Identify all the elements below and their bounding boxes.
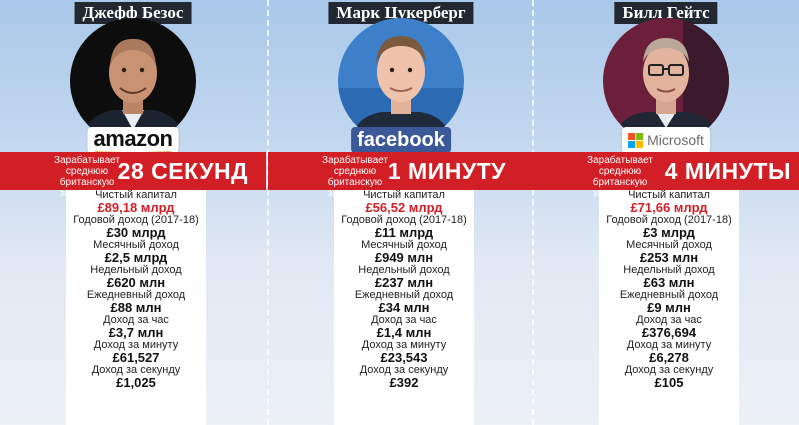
column-divider bbox=[267, 0, 269, 425]
stat-value: £56,52 млрд bbox=[365, 200, 443, 215]
portrait-photo bbox=[603, 18, 729, 144]
stat-item: Годовой доход (2017-18) £30 млрд bbox=[66, 214, 206, 240]
microsoft-logo: Microsoft bbox=[622, 127, 710, 153]
earning-time: 4 МИНУТЫ bbox=[664, 158, 791, 184]
stat-value: £949 млн bbox=[374, 250, 434, 265]
stat-item: Чистый капитал £56,52 млрд bbox=[334, 189, 474, 215]
stat-label: Ежедневный доход bbox=[86, 289, 186, 301]
earning-band: Зарабатывает среднюю британскую зарплату… bbox=[268, 152, 534, 199]
stat-label: Чистый капитал bbox=[95, 189, 177, 201]
person-name: Джефф Безос bbox=[74, 2, 192, 24]
stat-label: Ежедневный доход bbox=[619, 289, 719, 301]
stat-value: £3 млрд bbox=[643, 225, 695, 240]
stat-item: Ежедневный доход £9 млн bbox=[599, 289, 739, 315]
facebook-logo: facebook bbox=[351, 127, 451, 153]
stat-value: £105 bbox=[654, 375, 684, 390]
stat-value: £237 млн bbox=[374, 275, 434, 290]
stat-value: £71,66 млрд bbox=[630, 200, 708, 215]
stat-label: Доход за секунду bbox=[624, 364, 714, 376]
stat-item: Доход за минуту £61,527 bbox=[66, 339, 206, 365]
stat-value: £392 bbox=[389, 375, 419, 390]
stat-item: Доход за час £376,694 bbox=[599, 314, 739, 340]
stat-item: Месячный доход £2,5 млрд bbox=[66, 239, 206, 265]
earning-time: 1 МИНУТУ bbox=[387, 158, 506, 184]
stat-item: Доход за час £1,4 млн bbox=[334, 314, 474, 340]
stat-value: £1,4 млн bbox=[376, 325, 432, 340]
stat-item: Ежедневный доход £88 млн bbox=[66, 289, 206, 315]
stats-list: Чистый капитал £56,52 млрд Годовой доход … bbox=[334, 189, 474, 425]
stat-label: Доход за минуту bbox=[626, 339, 712, 351]
stat-value: £23,543 bbox=[380, 350, 428, 365]
stat-label: Недельный доход bbox=[358, 264, 450, 276]
stat-item: Чистый капитал £71,66 млрд bbox=[599, 189, 739, 215]
stat-item: Годовой доход (2017-18) £3 млрд bbox=[599, 214, 739, 240]
stat-item: Доход за минуту £6,278 bbox=[599, 339, 739, 365]
stat-label: Доход за час bbox=[371, 314, 437, 326]
stat-item: Месячный доход £949 млн bbox=[334, 239, 474, 265]
stat-item: Ежедневный доход £34 млн bbox=[334, 289, 474, 315]
stat-label: Годовой доход (2017-18) bbox=[606, 214, 732, 226]
stat-label: Доход за секунду bbox=[359, 364, 449, 376]
earning-time: 28 СЕКУНД bbox=[117, 158, 248, 184]
stat-label: Доход за час bbox=[103, 314, 169, 326]
person-name: Билл Гейтс bbox=[614, 2, 718, 24]
person-name: Марк Цукерберг bbox=[328, 2, 474, 24]
stat-value: £88 млн bbox=[110, 300, 162, 315]
stat-label: Месячный доход bbox=[93, 239, 179, 251]
portrait-photo bbox=[70, 18, 196, 144]
stat-value: £6,278 bbox=[649, 350, 689, 365]
stat-value: £1,025 bbox=[116, 375, 156, 390]
stat-label: Доход за минуту bbox=[361, 339, 447, 351]
stat-value: £30 млрд bbox=[106, 225, 166, 240]
stat-label: Недельный доход bbox=[90, 264, 182, 276]
microsoft-windows-icon bbox=[628, 132, 644, 148]
amazon-logo: amazon bbox=[87, 126, 179, 154]
stat-label: Чистый капитал bbox=[363, 189, 445, 201]
stat-item: Недельный доход £620 млн bbox=[66, 264, 206, 290]
stat-label: Доход за час bbox=[636, 314, 702, 326]
column-divider bbox=[532, 0, 534, 425]
stat-label: Ежедневный доход bbox=[354, 289, 454, 301]
earning-band: Зарабатывает среднюю британскую зарплату… bbox=[0, 152, 266, 199]
person-column-gates: Билл Гейтс Microsoft bbox=[533, 0, 799, 425]
portrait-photo bbox=[338, 18, 464, 144]
stat-item: Недельный доход £237 млн bbox=[334, 264, 474, 290]
stat-item: Месячный доход £253 млн bbox=[599, 239, 739, 265]
stat-item: Недельный доход £63 млн bbox=[599, 264, 739, 290]
stat-label: Годовой доход (2017-18) bbox=[341, 214, 467, 226]
stat-item: Доход за час £3,7 млн bbox=[66, 314, 206, 340]
stat-value: £9 млн bbox=[647, 300, 691, 315]
stat-item: Доход за секунду £1,025 bbox=[66, 364, 206, 390]
stat-item: Доход за секунду £105 bbox=[599, 364, 739, 390]
stat-label: Чистый капитал bbox=[628, 189, 710, 201]
stat-item: Чистый капитал £89,18 млрд bbox=[66, 189, 206, 215]
stat-label: Месячный доход bbox=[361, 239, 447, 251]
stat-value: £89,18 млрд bbox=[97, 200, 175, 215]
stat-value: £620 млн bbox=[106, 275, 166, 290]
stats-list: Чистый капитал £71,66 млрд Годовой доход … bbox=[599, 189, 739, 425]
stat-item: Доход за секунду £392 bbox=[334, 364, 474, 390]
stat-value: £63 млн bbox=[643, 275, 695, 290]
stat-label: Годовой доход (2017-18) bbox=[73, 214, 199, 226]
earning-band: Зарабатывает среднюю британскую зарплату… bbox=[533, 152, 799, 199]
stat-item: Доход за минуту £23,543 bbox=[334, 339, 474, 365]
person-column-zuckerberg: Марк Цукерберг facebook Зарабатывает сре… bbox=[268, 0, 534, 425]
stat-item: Годовой доход (2017-18) £11 млрд bbox=[334, 214, 474, 240]
stat-label: Недельный доход bbox=[623, 264, 715, 276]
stat-value: £61,527 bbox=[112, 350, 160, 365]
stat-value: £11 млрд bbox=[374, 225, 434, 240]
stat-label: Доход за секунду bbox=[91, 364, 181, 376]
person-column-bezos: Джефф Безос amazon Зарабатывает среднюю … bbox=[0, 0, 266, 425]
stat-value: £376,694 bbox=[641, 325, 697, 340]
stat-label: Доход за минуту bbox=[93, 339, 179, 351]
stat-value: £34 млн bbox=[378, 300, 430, 315]
stat-value: £2,5 млрд bbox=[104, 250, 168, 265]
stats-list: Чистый капитал £89,18 млрд Годовой доход … bbox=[66, 189, 206, 425]
stat-value: £3,7 млн bbox=[108, 325, 164, 340]
stat-label: Месячный доход bbox=[626, 239, 712, 251]
stat-value: £253 млн bbox=[639, 250, 699, 265]
